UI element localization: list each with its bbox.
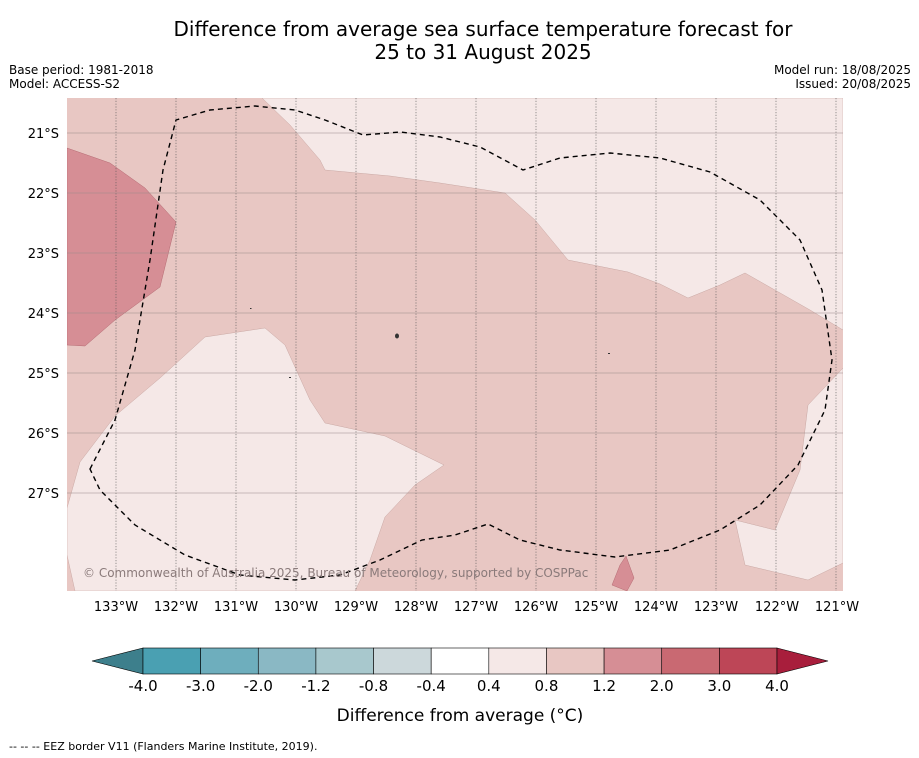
model-name: Model: ACCESS-S2 <box>9 77 121 91</box>
title-line-1: Difference from average sea surface temp… <box>173 17 793 41</box>
lon-label-133w: 133°W <box>94 600 138 615</box>
colorbar-extend-low <box>91 647 144 675</box>
latitude-labels: 21°S 22°S 23°S 24°S 25°S 26°S 27°S <box>28 127 59 502</box>
colorbar-tick-label: -3.0 <box>186 677 215 695</box>
lat-label-27s: 27°S <box>28 487 59 502</box>
meta-right: Model run: 18/08/2025 Issued: 20/08/2025 <box>774 63 911 91</box>
colorbar-segment <box>488 647 547 675</box>
issued-date: Issued: 20/08/2025 <box>795 77 911 91</box>
lon-label-129w: 129°W <box>334 600 378 615</box>
lon-label-126w: 126°W <box>514 600 558 615</box>
lat-label-22s: 22°S <box>28 187 59 202</box>
lon-label-122w: 122°W <box>755 600 799 615</box>
copyright-watermark: © Commonwealth of Australia 2025, Bureau… <box>83 566 588 580</box>
lat-label-26s: 26°S <box>28 427 59 442</box>
colorbar-tick-label: 1.2 <box>592 677 616 695</box>
lat-label-23s: 23°S <box>28 247 59 262</box>
model-run: Model run: 18/08/2025 <box>773 63 911 77</box>
colorbar-segment <box>546 647 605 675</box>
colorbar-tick-label: -4.0 <box>128 677 157 695</box>
longitude-labels: 133°W 132°W 131°W 130°W 129°W 128°W 127°… <box>94 600 859 615</box>
title-line-2: 25 to 31 August 2025 <box>374 40 592 64</box>
lon-label-127w: 127°W <box>454 600 498 615</box>
colorbar-tick-label: -0.4 <box>417 677 446 695</box>
lon-label-125w: 125°W <box>574 600 618 615</box>
colorbar-segment <box>257 647 317 675</box>
lon-label-132w: 132°W <box>154 600 198 615</box>
colorbar-segment <box>430 647 490 675</box>
lon-label-123w: 123°W <box>694 600 738 615</box>
colorbar-segment <box>142 647 201 675</box>
base-period: Base period: 1981-2018 <box>9 63 154 77</box>
map-title: Difference from average sea surface temp… <box>0 18 919 64</box>
colorbar-segment <box>200 647 259 675</box>
colorbar-segment <box>315 647 374 675</box>
colorbar-tick-labels: -4.0 -3.0 -2.0 -1.2 -0.8 -0.4 0.4 0.8 1.2 2.0 3.0 4… <box>128 677 789 695</box>
colorbar-tick-label: 0.4 <box>477 677 501 695</box>
colorbar <box>91 647 829 675</box>
colorbar-tick-label: -2.0 <box>244 677 273 695</box>
colorbar-segment <box>719 647 778 675</box>
lon-label-124w: 124°W <box>634 600 678 615</box>
colorbar-segment <box>603 647 663 675</box>
lon-label-121w: 121°W <box>815 600 859 615</box>
colorbar-tick-label: -0.8 <box>359 677 388 695</box>
anomaly-band-light-northeast <box>261 98 843 331</box>
colorbar-tick-label: 3.0 <box>707 677 731 695</box>
anomaly-band-light-southwest <box>67 327 445 591</box>
lon-label-130w: 130°W <box>274 600 318 615</box>
lat-label-25s: 25°S <box>28 367 59 382</box>
lat-label-24s: 24°S <box>28 307 59 322</box>
map-area: © Commonwealth of Australia 2025, Bureau… <box>67 98 843 591</box>
colorbar-segment <box>373 647 432 675</box>
eez-footnote: -- -- -- EEZ border V11 (Flanders Marine… <box>9 740 318 753</box>
graticule <box>67 98 843 591</box>
lat-label-21s: 21°S <box>28 127 59 142</box>
colorbar-tick-label: 4.0 <box>765 677 789 695</box>
eez-border-line <box>89 105 833 581</box>
colorbar-segment <box>661 647 720 675</box>
colorbar-tick-label: 2.0 <box>650 677 674 695</box>
lon-label-131w: 131°W <box>214 600 258 615</box>
anomaly-band-dark-spot <box>611 555 635 591</box>
colorbar-tick-label: 0.8 <box>535 677 559 695</box>
island-markers <box>250 308 610 378</box>
anomaly-band-light-southeast <box>734 367 843 581</box>
anomaly-band-dark-west <box>67 147 177 347</box>
lon-label-128w: 128°W <box>394 600 438 615</box>
colorbar-tick-label: -1.2 <box>301 677 330 695</box>
meta-left: Base period: 1981-2018 Model: ACCESS-S2 <box>9 63 154 91</box>
colorbar-extend-high <box>776 647 829 675</box>
colorbar-title: Difference from average (°C) <box>337 706 584 726</box>
